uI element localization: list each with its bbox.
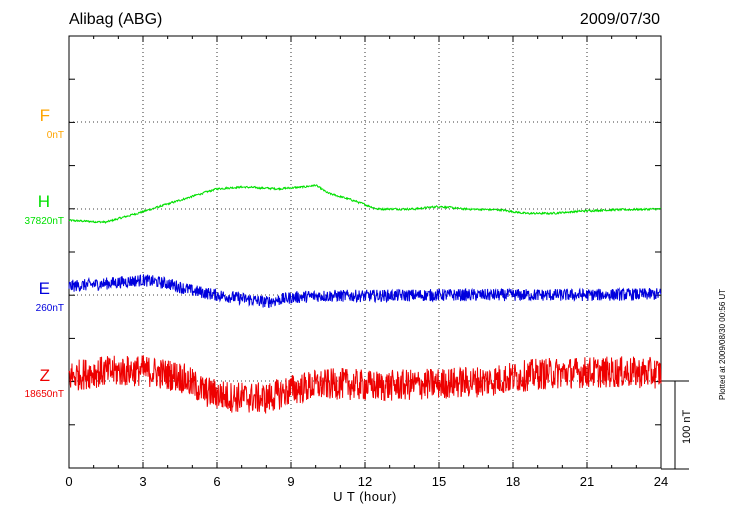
x-tick-label: 15 xyxy=(432,474,446,489)
series-line-e xyxy=(68,274,662,309)
x-tick-label: 12 xyxy=(358,474,372,489)
component-label-h: H xyxy=(37,192,50,211)
x-axis-label: U T (hour) xyxy=(333,489,397,504)
baseline-label-z: 18650nT xyxy=(24,389,64,400)
series-line-h xyxy=(68,184,662,224)
baseline-label-f: 0nT xyxy=(46,130,64,141)
plotted-timestamp: Plotted at 2009/08/30 00:56 UT xyxy=(718,288,727,400)
scale-bar-label: 100 nT xyxy=(681,409,693,444)
station-title: Alibag (ABG) xyxy=(69,11,163,28)
baseline-label-h: 37820nT xyxy=(24,216,64,227)
x-tick-label: 3 xyxy=(139,474,146,489)
plot-date: 2009/07/30 xyxy=(579,11,660,28)
baseline-label-e: 260nT xyxy=(35,303,64,314)
series-line-z xyxy=(68,355,662,414)
x-tick-label: 9 xyxy=(287,474,294,489)
component-label-f: F xyxy=(39,106,50,125)
x-tick-label: 6 xyxy=(213,474,220,489)
x-tick-label: 18 xyxy=(506,474,520,489)
x-tick-label: 21 xyxy=(580,474,594,489)
component-label-z: Z xyxy=(39,366,50,385)
x-tick-label: 0 xyxy=(65,474,72,489)
x-tick-label: 24 xyxy=(654,474,668,489)
component-label-e: E xyxy=(38,279,50,298)
